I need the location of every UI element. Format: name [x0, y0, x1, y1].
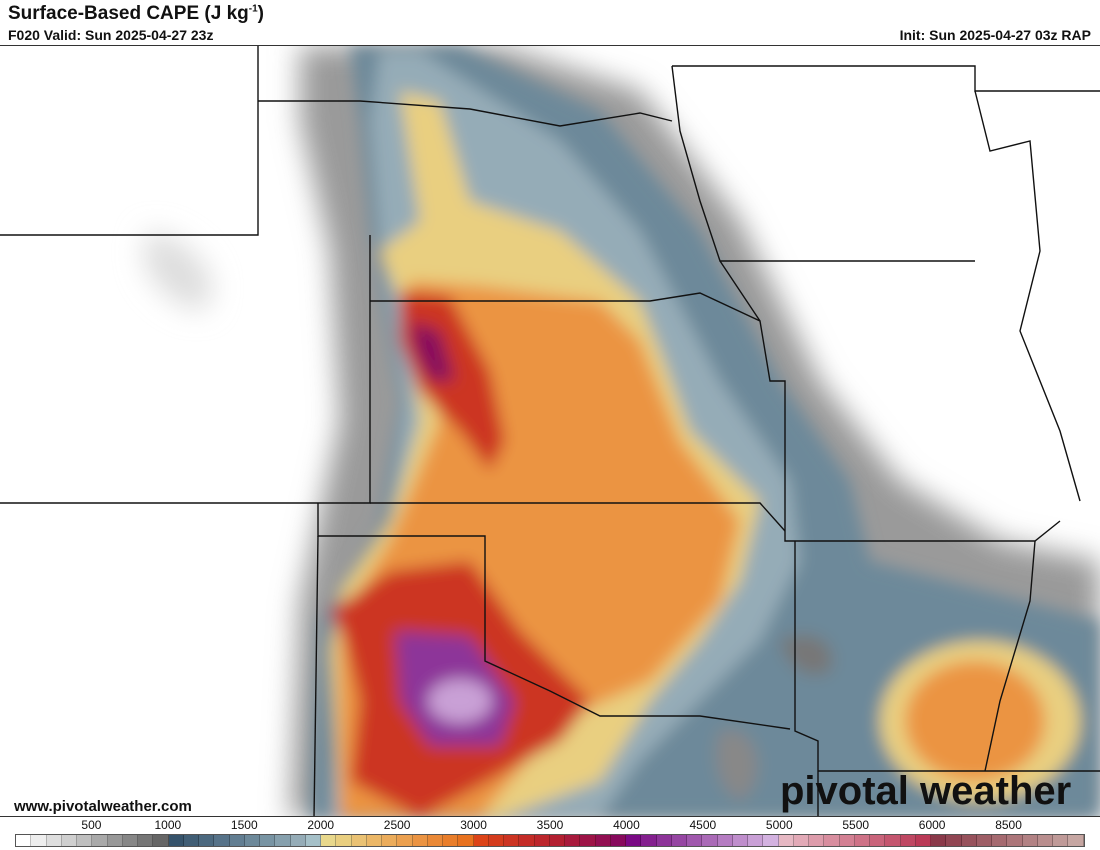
colorbar-cell	[336, 835, 352, 846]
colorbar-label: 2000	[307, 818, 335, 832]
colorbar-cell	[626, 835, 642, 846]
colorbar-cell	[260, 835, 276, 846]
colorbar-label: 2500	[383, 818, 411, 832]
colorbar-cell	[366, 835, 382, 846]
colorbar-cell	[458, 835, 474, 846]
colorbar-cell	[290, 835, 306, 846]
colorbar-cell	[488, 835, 504, 846]
lilac-core	[428, 679, 492, 723]
colorbar-cell	[427, 835, 443, 846]
colorbar-cell	[1053, 835, 1069, 846]
colorbar-cell	[153, 835, 169, 846]
colorbar-cell	[778, 835, 794, 846]
valid-time: F020 Valid: Sun 2025-04-27 23z	[8, 27, 214, 43]
colorbar-cell	[885, 835, 901, 846]
colorbar-cell	[992, 835, 1008, 846]
colorbar-cell	[473, 835, 489, 846]
colorbar-cell	[214, 835, 230, 846]
init-time: Init: Sun 2025-04-27 03z RAP	[899, 27, 1091, 43]
colorbar-cell	[275, 835, 291, 846]
cape-field	[0, 46, 1100, 816]
website-url: www.pivotalweather.com	[14, 798, 192, 815]
colorbar-cell	[748, 835, 764, 846]
colorbar-cell	[183, 835, 199, 846]
colorbar-cell	[809, 835, 825, 846]
colorbar-cell	[199, 835, 215, 846]
colorbar-cell	[122, 835, 138, 846]
colorbar-cell	[1068, 835, 1084, 846]
colorbar-cell	[549, 835, 565, 846]
colorbar-cell	[671, 835, 687, 846]
colorbar-cell	[16, 835, 32, 846]
colorbar-cell	[732, 835, 748, 846]
colorbar-cell	[839, 835, 855, 846]
colorbar-cell	[854, 835, 870, 846]
colorbar-cell	[534, 835, 550, 846]
colorbar-label: 4000	[613, 818, 640, 832]
colorbar-cell	[168, 835, 184, 846]
colorbar-cell	[504, 835, 520, 846]
colorbar-cell	[976, 835, 992, 846]
se-orange-blob	[905, 661, 1045, 781]
colorbar-label: 1000	[154, 818, 182, 832]
colorbar-label: 4500	[689, 818, 717, 832]
colorbar-cell	[1007, 835, 1023, 846]
colorbar-cell	[763, 835, 779, 846]
colorbar-cell	[351, 835, 367, 846]
colorbar-labels: 500 1000 1500 2000 2500 3000 3500 4000 4500 5000 5…	[0, 818, 1100, 832]
colorbar-cell	[610, 835, 626, 846]
colorbar-cell	[77, 835, 93, 846]
colorbar-cell	[961, 835, 977, 846]
colorbar-cell	[641, 835, 657, 846]
colorbar-cell	[397, 835, 413, 846]
colorbar-label: 500	[81, 818, 102, 832]
colorbar-cell	[717, 835, 733, 846]
state-borders	[0, 46, 1100, 816]
colorbar-cell	[687, 835, 703, 846]
colorbar-label: 6000	[918, 818, 946, 832]
colorbar-label: 5000	[765, 818, 793, 832]
colorbar-cell	[656, 835, 672, 846]
colorbar-cell	[382, 835, 398, 846]
colorbar-cell	[107, 835, 123, 846]
colorbar-label: 5500	[842, 818, 870, 832]
colorbar-cell	[138, 835, 154, 846]
colorbar-label: 3500	[536, 818, 564, 832]
colorbar-cell	[229, 835, 245, 846]
colorbar-cell	[1037, 835, 1053, 846]
colorbar-cell	[946, 835, 962, 846]
colorbar-cell	[92, 835, 108, 846]
colorbar-label: 1500	[230, 818, 258, 832]
colorbar	[15, 834, 1085, 847]
colorbar-cell	[305, 835, 321, 846]
dark-gray-patch	[780, 635, 832, 675]
colorbar-label: 8500	[995, 818, 1022, 832]
colorbar-cell	[61, 835, 77, 846]
colorbar-cell	[931, 835, 947, 846]
colorbar-cell	[915, 835, 931, 846]
colorbar-cell	[900, 835, 916, 846]
cape-map	[0, 45, 1100, 817]
pivotal-weather-logo: pivotal weather	[780, 769, 1072, 813]
colorbar-cell	[580, 835, 596, 846]
colorbar-cell	[595, 835, 611, 846]
colorbar-cell	[244, 835, 260, 846]
map-title: Surface-Based CAPE (J kg-1)	[8, 3, 264, 24]
colorbar-cell	[565, 835, 581, 846]
colorbar-cell	[793, 835, 809, 846]
colorbar-cell	[824, 835, 840, 846]
colorbar-cell	[412, 835, 428, 846]
colorbar-cell	[46, 835, 62, 846]
colorbar-cell	[443, 835, 459, 846]
colorbar-cell	[519, 835, 535, 846]
colorbar-label: 3000	[460, 818, 487, 832]
colorbar-cell	[1022, 835, 1038, 846]
colorbar-cell	[870, 835, 886, 846]
colorbar-cell	[31, 835, 47, 846]
colorbar-cell	[702, 835, 718, 846]
colorbar-cell	[321, 835, 337, 846]
